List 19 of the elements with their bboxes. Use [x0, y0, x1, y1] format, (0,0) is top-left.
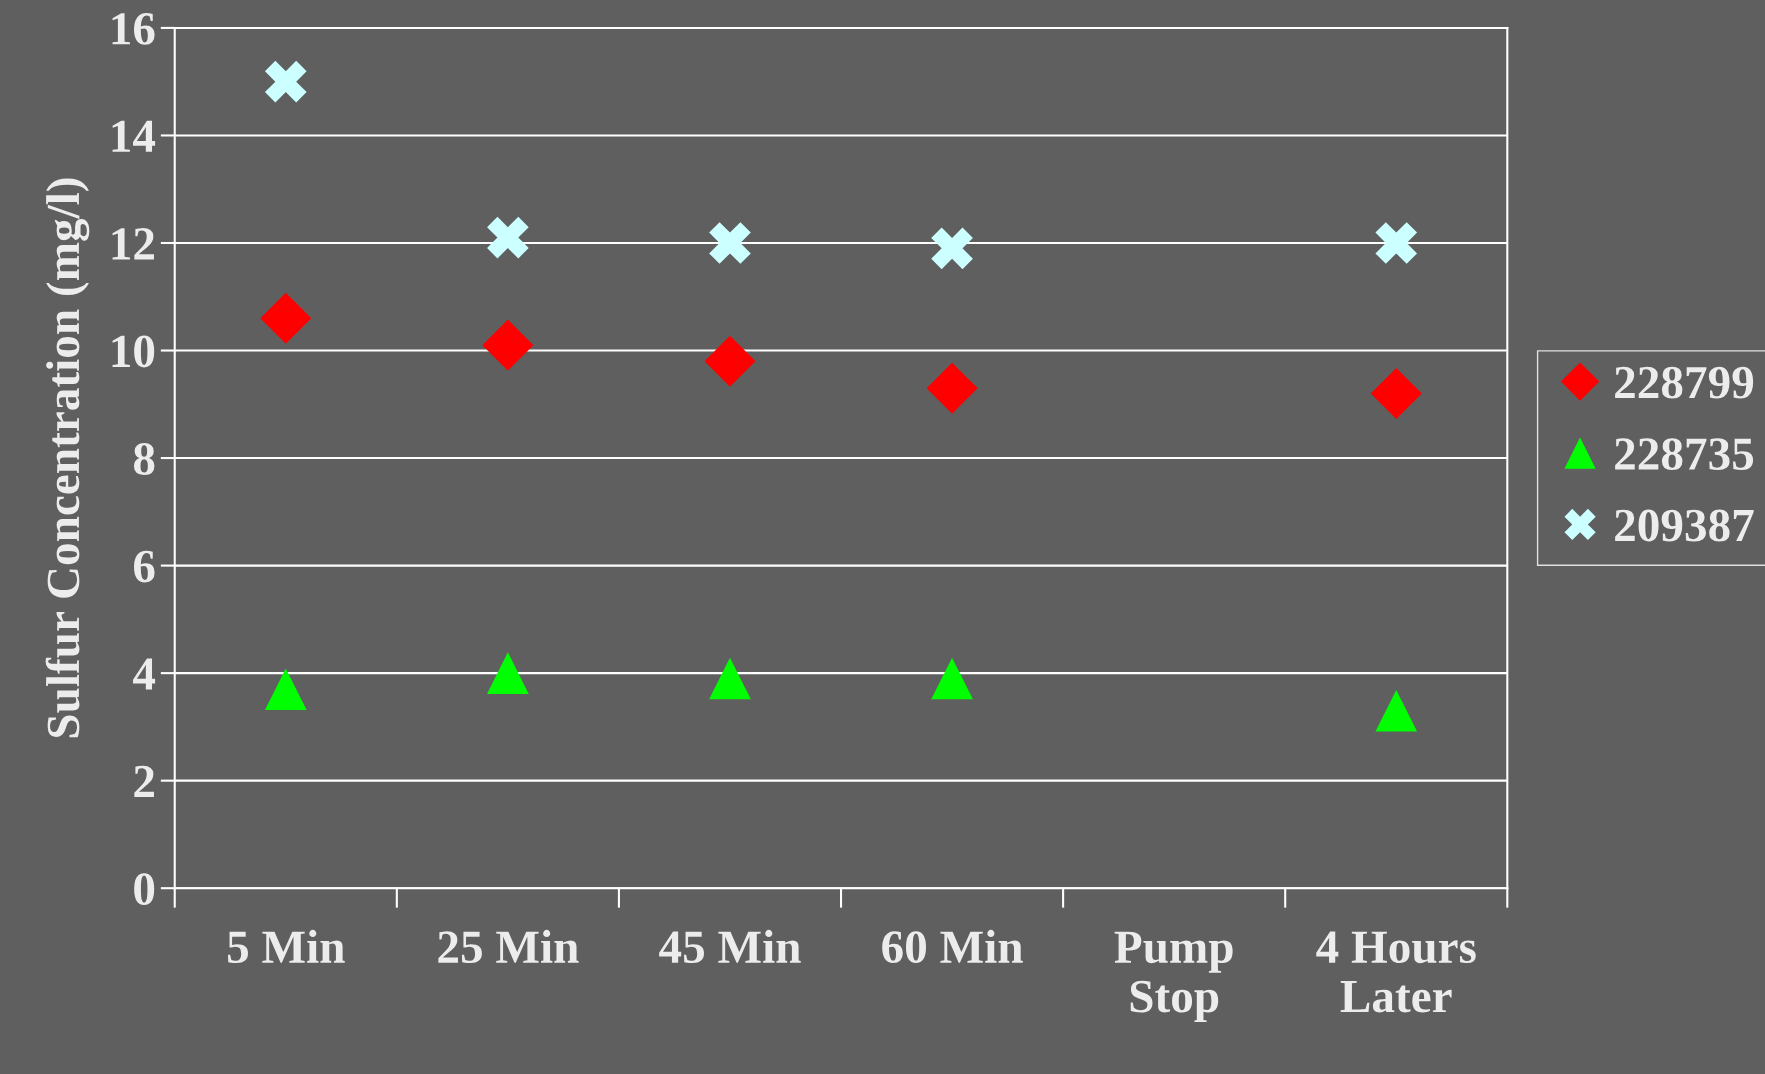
y-tick-label: 2 — [134, 765, 154, 798]
legend-label: 209387 — [1615, 509, 1754, 542]
x-tick-label: 60 Min — [882, 929, 1023, 964]
legend-label: 228799 — [1615, 366, 1754, 399]
legend-label: 228735 — [1615, 438, 1754, 471]
y-axis-title: Sulfur Concentration (mg/l) — [45, 178, 90, 738]
y-tick-label: 4 — [133, 658, 156, 690]
y-tick-label: 0 — [134, 873, 155, 906]
x-tick-label: Pump Stop — [1114, 931, 1233, 1023]
x-tick-label: 25 Min — [438, 929, 579, 964]
x-tick-label: 4 Hours Later — [1316, 931, 1476, 1013]
x-tick-label: 5 Min — [227, 929, 345, 964]
x-tick-label: 45 Min — [659, 929, 801, 964]
y-tick-label: 6 — [133, 550, 155, 583]
y-tick-label: 12 — [112, 228, 154, 260]
y-tick-label: 14 — [112, 120, 156, 152]
y-tick-label: 16 — [112, 13, 155, 45]
y-tick-label: 10 — [112, 335, 155, 368]
y-tick-label: 8 — [133, 443, 155, 475]
